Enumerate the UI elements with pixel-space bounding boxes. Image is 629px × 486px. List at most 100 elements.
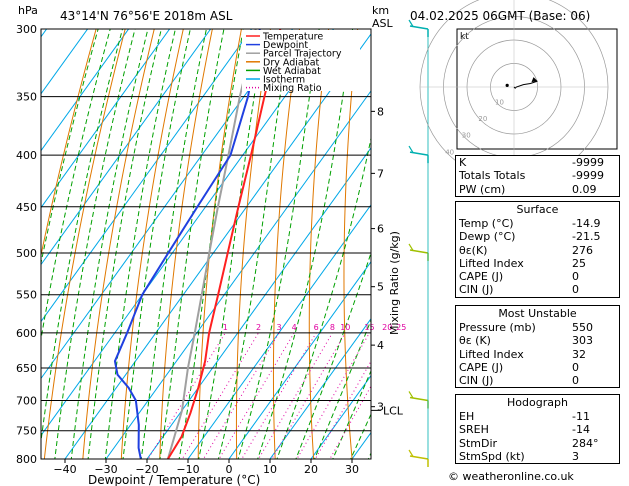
hodograph-ring-label: 40 — [445, 148, 454, 156]
mixing-ratio-label: 4 — [292, 323, 297, 332]
index-label: CAPE (J) — [459, 270, 504, 284]
profiles — [113, 29, 282, 459]
mixing-ratio-label: 20 — [382, 323, 392, 332]
index-row: CIN (J) 0 — [456, 374, 619, 387]
index-row: Pressure (mb) 550 — [456, 321, 619, 334]
pressure-tick-label: 500 — [16, 247, 37, 260]
wind-barb-flag — [408, 19, 414, 27]
pressure-tick-label: 750 — [16, 425, 37, 438]
index-row: Dewp (°C) -21.5 — [456, 230, 619, 243]
pressure-tick-label: 350 — [16, 91, 37, 104]
isotherm-line — [41, 29, 212, 266]
index-value: 25 — [572, 256, 586, 270]
wet-adiabat-line — [87, 29, 162, 459]
index-value: 276 — [572, 243, 593, 257]
dry-adiabat-line — [41, 29, 97, 258]
mixing-ratio-label: 3 — [276, 323, 281, 332]
index-value: 0 — [572, 283, 579, 297]
isotherm-line — [41, 29, 130, 152]
footer-credit: © weatheronline.co.uk — [448, 470, 574, 483]
index-value: 0 — [572, 360, 579, 374]
legend-entry: Mixing Ratio — [263, 83, 322, 94]
pressure-tick-label: 650 — [16, 362, 37, 375]
dry-adiabat-line — [159, 29, 213, 459]
dry-adiabat-line — [82, 29, 155, 459]
index-value: 0.09 — [572, 182, 597, 196]
datetime: 04.02.2025 06GMT (Base: 06) — [410, 9, 590, 23]
index-label: Totals Totals — [459, 169, 526, 183]
hodograph-indices-panel: Hodograph EH -11 SREH -14 StmDir 284° StmSpd (… — [455, 394, 620, 465]
hodograph-ring-label: 10 — [495, 98, 504, 106]
pressure-tick-label: 700 — [16, 394, 37, 407]
storm-motion-marker — [505, 83, 509, 87]
isotherm-line — [269, 317, 371, 459]
isotherm-line — [41, 29, 89, 95]
mixing-ratio-label: 10 — [340, 323, 350, 332]
index-label: StmDir — [459, 436, 498, 450]
temp-tick-label: −40 — [53, 463, 76, 476]
index-label: K — [459, 156, 467, 169]
index-value: -14.9 — [572, 217, 601, 230]
parcel-line — [166, 29, 257, 459]
wind-barb-flag — [408, 391, 414, 399]
index-row: θε (K) 303 — [456, 334, 619, 347]
hpa-label: hPa — [18, 4, 38, 17]
surface-panel: Surface Temp (°C) -14.9 Dewp (°C) -21.5 θε(K… — [455, 201, 620, 298]
isotherm-line — [105, 90, 371, 459]
index-value: -9999 — [572, 169, 604, 183]
index-row: CIN (J) 0 — [456, 283, 619, 296]
mixing-ratio-axis-label: Mixing Ratio (g/kg) — [388, 231, 401, 335]
index-label: SREH — [459, 423, 489, 437]
km-tick-label: 4 — [377, 339, 384, 352]
index-row: Lifted Index 25 — [456, 257, 619, 270]
index-value: -9999 — [572, 156, 604, 169]
index-row: Totals Totals -9999 — [456, 169, 619, 182]
index-label: Temp (°C) — [459, 217, 514, 230]
pressure-tick-label: 400 — [16, 149, 37, 162]
legend-entry: Isotherm — [263, 75, 305, 86]
index-value: 550 — [572, 321, 593, 334]
wind-barb-flag — [408, 145, 414, 153]
isotherm-line — [310, 374, 371, 459]
temp-tick-label: 30 — [345, 463, 359, 476]
pressure-tick-label: 300 — [16, 23, 37, 36]
index-value: 303 — [572, 334, 593, 348]
legend-entry: Temperature — [262, 32, 323, 43]
index-label: θε (K) — [459, 334, 491, 348]
index-label: Dewp (°C) — [459, 230, 516, 244]
index-row: K -9999 — [456, 156, 619, 169]
index-row: CAPE (J) 0 — [456, 361, 619, 374]
index-label: CAPE (J) — [459, 360, 504, 374]
index-label: Lifted Index — [459, 347, 524, 361]
hodograph-trace — [513, 80, 538, 89]
plot-frame — [40, 28, 372, 460]
wind-barbs — [408, 19, 429, 467]
isotherm-line — [41, 29, 253, 323]
temp-tick-label: 10 — [263, 463, 277, 476]
x-axis-label: Dewpoint / Temperature (°C) — [88, 473, 260, 486]
hodograph-frame — [456, 28, 618, 150]
index-value: 284° — [572, 436, 599, 450]
wet-adiabat-line — [104, 29, 176, 459]
mixing-ratio-line — [202, 332, 280, 459]
index-row: SREH -14 — [456, 423, 619, 436]
km-tick-label: 3 — [377, 401, 384, 414]
index-label: θε(K) — [459, 243, 488, 257]
location-title: 43°14'N 76°56'E 2018m ASL — [60, 9, 233, 23]
wet-adiabat-line — [54, 29, 136, 459]
mixing-ratio-line — [181, 332, 259, 459]
pressure-tick-label: 600 — [16, 327, 37, 340]
isotherm-line — [146, 147, 371, 459]
index-row: Temp (°C) -14.9 — [456, 217, 619, 230]
temperature-line — [167, 29, 282, 459]
pressure-tick-label: 450 — [16, 201, 37, 214]
index-label: EH — [459, 410, 475, 423]
mixing-ratio-line — [329, 385, 371, 459]
km-tick-label: 7 — [377, 167, 384, 180]
index-value: 0 — [572, 374, 579, 388]
wind-barb-flag — [408, 243, 414, 251]
temp-tick-label: 20 — [304, 463, 318, 476]
